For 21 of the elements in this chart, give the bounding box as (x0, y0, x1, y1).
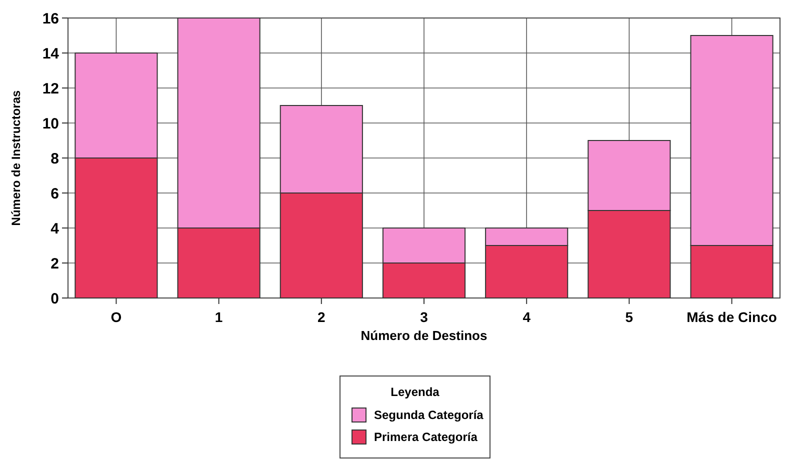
y-tick-label: 10 (42, 115, 59, 132)
legend-title: Leyenda (390, 385, 440, 399)
x-tick-label: Más de Cinco (686, 309, 777, 325)
x-tick-label: 1 (214, 309, 223, 325)
y-tick-label: 14 (42, 45, 60, 62)
legend-label: Primera Categoría (374, 430, 478, 444)
y-tick-label: 2 (50, 255, 59, 272)
x-tick-label: 5 (625, 309, 634, 325)
x-tick-label: 3 (420, 309, 428, 325)
x-axis-title: Número de Destinos (360, 328, 488, 343)
y-tick-label: 16 (42, 10, 59, 28)
y-tick-label: 12 (42, 80, 59, 98)
y-tick-label: 8 (50, 150, 59, 168)
x-tick-label: O (110, 309, 122, 325)
y-tick-label: 4 (50, 220, 60, 238)
x-tick-label: 2 (318, 309, 326, 325)
x-tick-label: 4 (522, 309, 531, 325)
y-tick-label: 0 (50, 290, 59, 308)
legend-label: Segunda Categoría (374, 408, 484, 422)
y-tick-label: 6 (50, 185, 59, 202)
y-axis-title: Número de Instructoras (9, 90, 23, 226)
